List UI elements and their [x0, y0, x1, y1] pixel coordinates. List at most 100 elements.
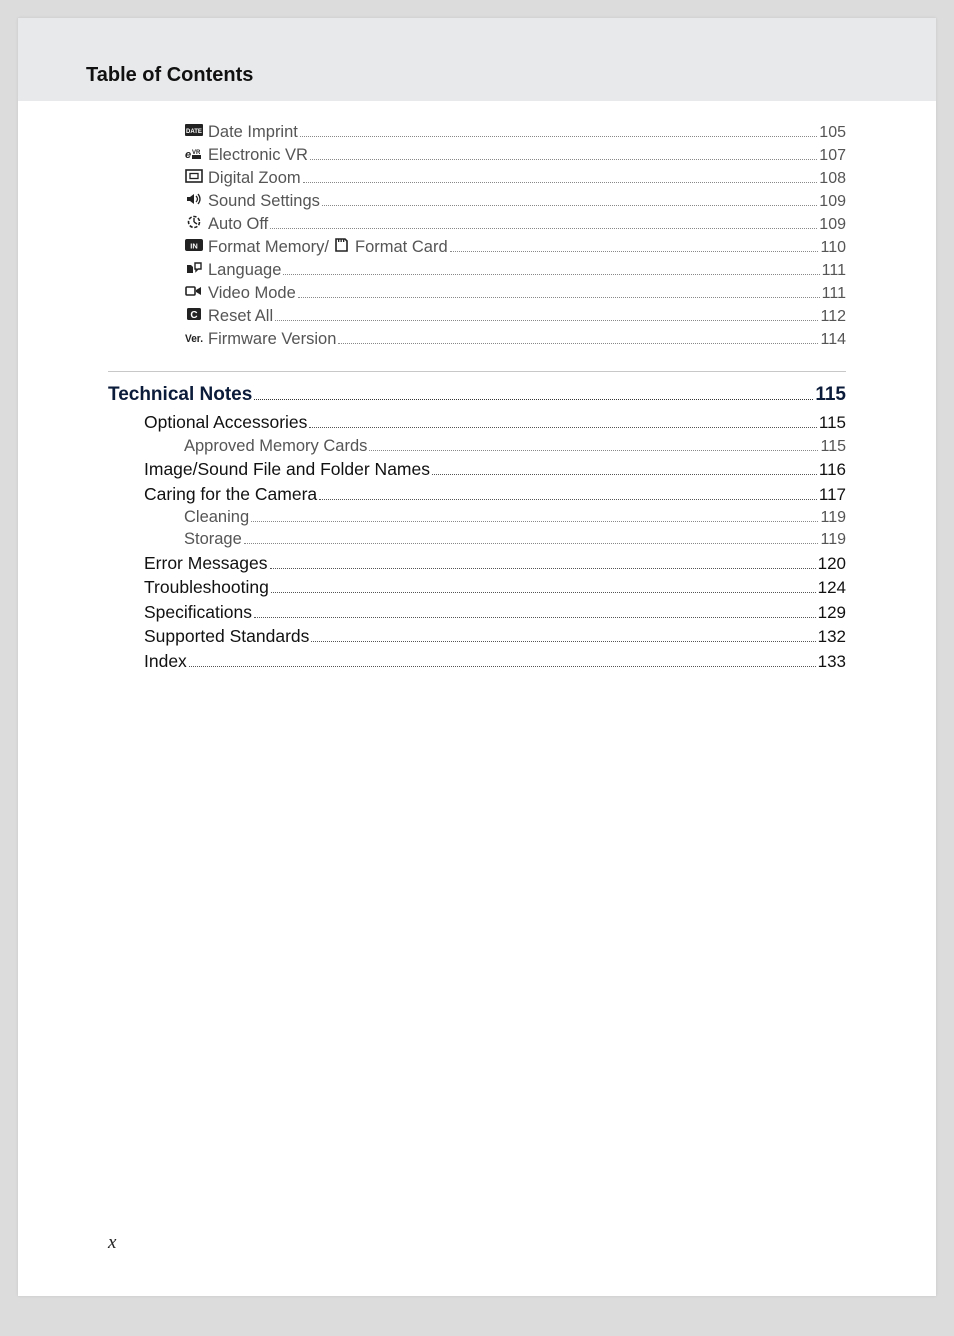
toc-entry-label: Language [208, 261, 281, 280]
toc-entry-label-2: Format Card [355, 238, 448, 257]
toc-entry-label: Electronic VR [208, 146, 308, 165]
toc-leader-dots [300, 136, 817, 137]
toc-subsubentry[interactable]: Storage 119 [144, 530, 846, 549]
toc-entry-label: Digital Zoom [208, 169, 301, 188]
toc-subentry[interactable]: Image/Sound File and Folder Names 116 [144, 459, 846, 480]
toc-subentry-page: 115 [819, 413, 846, 433]
toc-leader-dots [283, 274, 819, 275]
toc-leader-dots [309, 427, 816, 428]
toc-subentry-label: Specifications [144, 602, 252, 623]
toc-entry-label: Date Imprint [208, 123, 298, 142]
toc-subentry[interactable]: Supported Standards132 [144, 626, 846, 647]
toc-entry-page: 107 [819, 147, 846, 165]
toc-subentry-page: 129 [818, 603, 846, 623]
toc-leader-dots [251, 521, 818, 522]
toc-entry[interactable]: eVRElectronic VR107 [108, 146, 846, 166]
toc-entry-page: 111 [822, 262, 846, 280]
toc-leader-dots [254, 617, 816, 618]
toc-entry-label: Video Mode [208, 284, 296, 303]
svg-text:Ver.: Ver. [185, 333, 203, 344]
toc-entry-page: 110 [820, 239, 846, 257]
toc-entry[interactable]: Digital Zoom 108 [108, 169, 846, 189]
toc-subentry[interactable]: Index 133 [144, 651, 846, 672]
toc-leader-dots [319, 499, 817, 500]
toc-leader-dots [310, 159, 817, 160]
toc-entry[interactable]: DATEDate Imprint105 [108, 123, 846, 143]
toc-leader-dots [450, 251, 819, 252]
toc-subsubentry-page: 119 [820, 531, 846, 549]
toc-subentry[interactable]: Optional Accessories115 [144, 412, 846, 433]
toc-entry-page: 109 [819, 216, 846, 234]
toc-entry-page: 108 [819, 170, 846, 188]
toc-leader-dots [244, 543, 819, 544]
toc-entry[interactable]: IN Format Memory/ Format Card 110 [108, 238, 846, 258]
toc-entry-page: 109 [819, 193, 846, 211]
toc-subentry[interactable]: Troubleshooting124 [144, 577, 846, 598]
toc-subentry-page: 120 [818, 554, 846, 574]
toc-entry-label: Auto Off [208, 215, 268, 234]
toc-leader-dots [432, 474, 817, 475]
toc-subentry-label: Index [144, 651, 187, 672]
toc-leader-dots [254, 399, 813, 400]
format-card-icon [331, 238, 351, 253]
sound-icon [184, 192, 204, 207]
toc-subentry-page: 124 [818, 578, 846, 598]
toc-subsubentry-label: Approved Memory Cards [184, 437, 367, 456]
digital-zoom-icon [184, 169, 204, 184]
format-memory-icon: IN [184, 238, 204, 253]
toc-subentry-page: 133 [818, 652, 846, 672]
toc-entry[interactable]: C Reset All 112 [108, 307, 846, 327]
toc-entry[interactable]: Video Mode 111 [108, 284, 846, 304]
toc-leader-dots [189, 666, 816, 667]
toc-entry[interactable]: Language 111 [108, 261, 846, 281]
toc-subentry-label: Image/Sound File and Folder Names [144, 459, 430, 480]
toc-entry[interactable]: Auto Off 109 [108, 215, 846, 235]
page-number: x [108, 1232, 116, 1254]
toc-subsubentry-page: 119 [820, 509, 846, 527]
toc-subentry-page: 117 [819, 485, 846, 505]
toc-leader-dots [369, 450, 818, 451]
toc-entry-label: Format Memory/ [208, 238, 329, 257]
toc-subentry-label: Caring for the Camera [144, 484, 317, 505]
toc-leader-dots [311, 641, 815, 642]
toc-subsubentry[interactable]: Approved Memory Cards 115 [144, 437, 846, 456]
toc-entry[interactable]: Ver. Firmware Version 114 [108, 330, 846, 350]
header-band: Table of Contents [18, 18, 936, 101]
video-mode-icon [184, 284, 204, 299]
svg-text:DATE: DATE [186, 129, 202, 135]
language-icon [184, 261, 204, 276]
date-icon: DATE [184, 123, 204, 138]
svg-text:IN: IN [190, 242, 198, 251]
toc-subentry[interactable]: Specifications 129 [144, 602, 846, 623]
toc-subentry-label: Supported Standards [144, 626, 309, 647]
toc-subsubentry-label: Storage [184, 530, 242, 549]
document-page: Table of Contents DATEDate Imprint105eVR… [18, 18, 936, 1296]
toc-content: DATEDate Imprint105eVRElectronic VR107Di… [18, 101, 936, 672]
toc-leader-dots [270, 228, 817, 229]
toc-leader-dots [322, 205, 817, 206]
toc-subentry-page: 116 [819, 460, 846, 480]
toc-subentry[interactable]: Error Messages 120 [144, 553, 846, 574]
version-icon: Ver. [184, 330, 204, 345]
toc-subentry-label: Error Messages [144, 553, 268, 574]
toc-leader-dots [271, 592, 816, 593]
toc-entry-page: 111 [822, 285, 846, 303]
toc-subsubentry-page: 115 [820, 438, 846, 456]
toc-leader-dots [298, 297, 820, 298]
toc-subentry[interactable]: Caring for the Camera 117 [144, 484, 846, 505]
toc-entry-page: 114 [820, 331, 846, 349]
auto-off-icon [184, 215, 204, 230]
section-page: 115 [815, 384, 846, 406]
svg-text:C: C [190, 310, 197, 321]
toc-leader-dots [270, 568, 816, 569]
toc-leader-dots [303, 182, 818, 183]
toc-entry-page: 112 [820, 308, 846, 326]
svg-text:e: e [185, 149, 191, 160]
toc-entry-label: Sound Settings [208, 192, 320, 211]
toc-section-technical-notes[interactable]: Technical Notes 115 [108, 384, 846, 406]
toc-entry-label: Firmware Version [208, 330, 336, 349]
toc-entry-label: Reset All [208, 307, 273, 326]
toc-subsubentry-label: Cleaning [184, 508, 249, 527]
toc-subsubentry[interactable]: Cleaning 119 [144, 508, 846, 527]
toc-entry[interactable]: Sound Settings 109 [108, 192, 846, 212]
